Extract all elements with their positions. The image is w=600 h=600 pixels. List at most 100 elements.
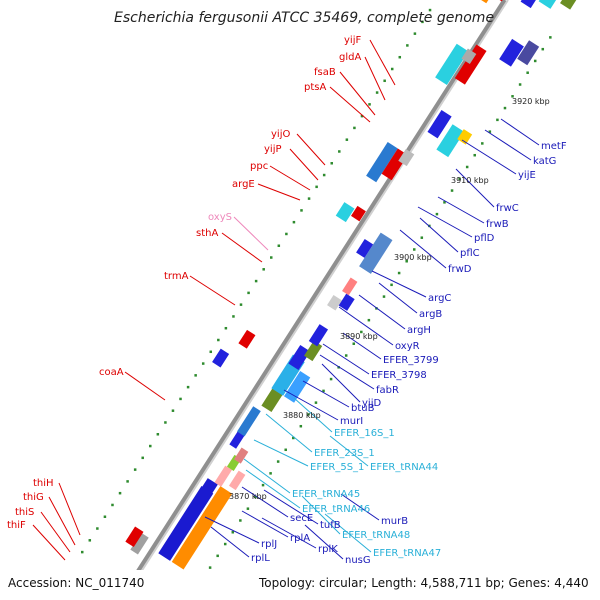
gene-label-left: thiF (7, 520, 26, 531)
leader-line (257, 183, 301, 201)
scale-tick (307, 197, 311, 200)
gene-label-right: argB (419, 309, 442, 320)
scale-tick (292, 436, 295, 440)
scale-tick (276, 460, 280, 463)
gene-feature-block (454, 44, 487, 85)
gene-feature-block (427, 110, 452, 139)
scale-tick (307, 413, 310, 416)
gene-label-right: pflD (474, 233, 495, 244)
scale-label: 3890 kbp (340, 332, 378, 341)
leader-line (204, 516, 260, 544)
gene-label-right: EFER_tRNA46 (302, 504, 370, 515)
scale-label: 3870 kbp (229, 492, 267, 501)
leader-line (461, 139, 517, 175)
gene-feature-block (436, 124, 465, 158)
scale-tick (428, 8, 432, 12)
gene-feature-block (359, 232, 393, 274)
leader-line (241, 486, 289, 518)
gene-label-right: murI (340, 416, 363, 427)
gene-label-right: rplA (290, 533, 310, 544)
gene-label-left: fsaB (314, 67, 336, 78)
leader-line (32, 524, 66, 561)
gene-label-right: yijE (518, 170, 536, 181)
gene-label-right: pflC (460, 248, 480, 259)
scale-tick (80, 550, 84, 554)
scale-tick (405, 260, 408, 263)
scale-label: 3900 kbp (394, 253, 432, 262)
leader-line (289, 148, 319, 181)
scale-tick (481, 142, 484, 145)
gene-label-right: rplK (318, 544, 338, 555)
scale-tick (269, 472, 272, 475)
scale-ticks (80, 8, 552, 593)
leader-line (253, 439, 309, 467)
scale-tick (239, 303, 243, 306)
gene-feature-block (238, 329, 256, 349)
gene-feature-block (517, 40, 540, 66)
scale-tick (231, 531, 235, 534)
leader-line (329, 86, 371, 123)
gene-features (120, 0, 583, 570)
scale-tick (88, 539, 92, 542)
scale-tick (103, 515, 107, 518)
gene-feature-block (171, 486, 233, 570)
gene-label-left: trmA (164, 271, 189, 282)
scale-tick (435, 212, 439, 216)
gene-label-left: yijO (271, 129, 290, 140)
gene-feature-block (261, 387, 284, 413)
gene-label-left: argE (232, 179, 255, 190)
gene-label-right: yijD (362, 398, 381, 409)
gene-feature-block (304, 340, 323, 362)
scale-tick (292, 220, 296, 224)
gene-label-right: metF (541, 141, 567, 152)
gene-label-right: EFER_tRNA48 (342, 530, 410, 541)
gene-label-left: gldA (339, 52, 361, 63)
leader-line (210, 526, 250, 558)
scale-tick (111, 503, 114, 507)
gene-label-right: argH (407, 325, 431, 336)
scale-tick (186, 385, 190, 389)
gene-feature-block (214, 465, 233, 487)
leader-line (302, 380, 350, 408)
gene-feature-block (366, 142, 398, 183)
scale-tick (217, 338, 220, 342)
scale-tick (285, 232, 288, 236)
scale-tick (390, 67, 394, 71)
scale-tick (511, 95, 514, 98)
scale-tick (96, 527, 99, 530)
gene-feature-block (520, 0, 542, 9)
scale-tick (194, 374, 197, 377)
scale-tick (277, 244, 281, 247)
gene-label-right: frwC (496, 203, 519, 214)
leader-line (500, 118, 540, 146)
scale-tick (383, 79, 386, 83)
scale-tick (300, 209, 303, 212)
scale-tick (345, 138, 349, 141)
scale-tick (443, 201, 446, 204)
gene-label-right: secE (290, 513, 313, 524)
gene-feature-block (499, 38, 524, 67)
scale-tick (406, 44, 409, 47)
scale-tick (503, 106, 507, 110)
topology-text: Topology: circular; Length: 4,588,711 bp… (258, 576, 589, 590)
scale-tick (224, 326, 228, 330)
gene-label-left: thiS (15, 507, 34, 518)
leader-line (419, 217, 459, 253)
scale-tick (526, 71, 529, 74)
gene-label-right: argC (428, 293, 451, 304)
leader-line (301, 495, 341, 535)
leader-line (329, 435, 369, 467)
leader-line (233, 216, 269, 251)
scale-tick (223, 542, 227, 546)
leader-line (261, 517, 317, 549)
scale-tick (262, 268, 265, 271)
scale-tick (299, 424, 303, 428)
leader-line (364, 56, 386, 101)
scale-tick (133, 468, 137, 471)
scale-tick (360, 114, 364, 118)
scale-tick (390, 283, 393, 287)
scale-tick (413, 32, 417, 35)
scale-tick (315, 185, 318, 189)
gene-label-right: frwB (486, 219, 509, 230)
